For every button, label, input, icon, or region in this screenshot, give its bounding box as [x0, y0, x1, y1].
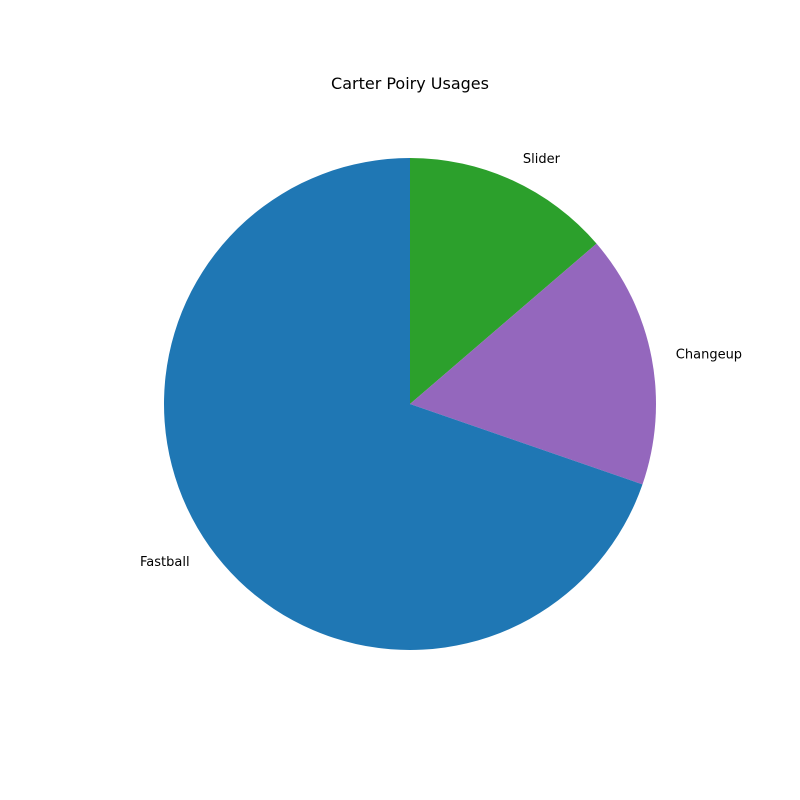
pie-slice-slider [410, 158, 597, 404]
pie-slices [163, 158, 656, 650]
pie-slice-changeup [410, 243, 656, 485]
slice-label-fastball: Fastball [140, 555, 190, 570]
slice-label-slider: Slider [523, 152, 561, 167]
pie-slice-fastball [163, 158, 643, 650]
chart-title: Carter Poiry Usages [331, 74, 489, 93]
slice-label-changeup: Changeup [676, 347, 742, 362]
pie-labels: Slider Changeup Fastball [140, 152, 742, 570]
